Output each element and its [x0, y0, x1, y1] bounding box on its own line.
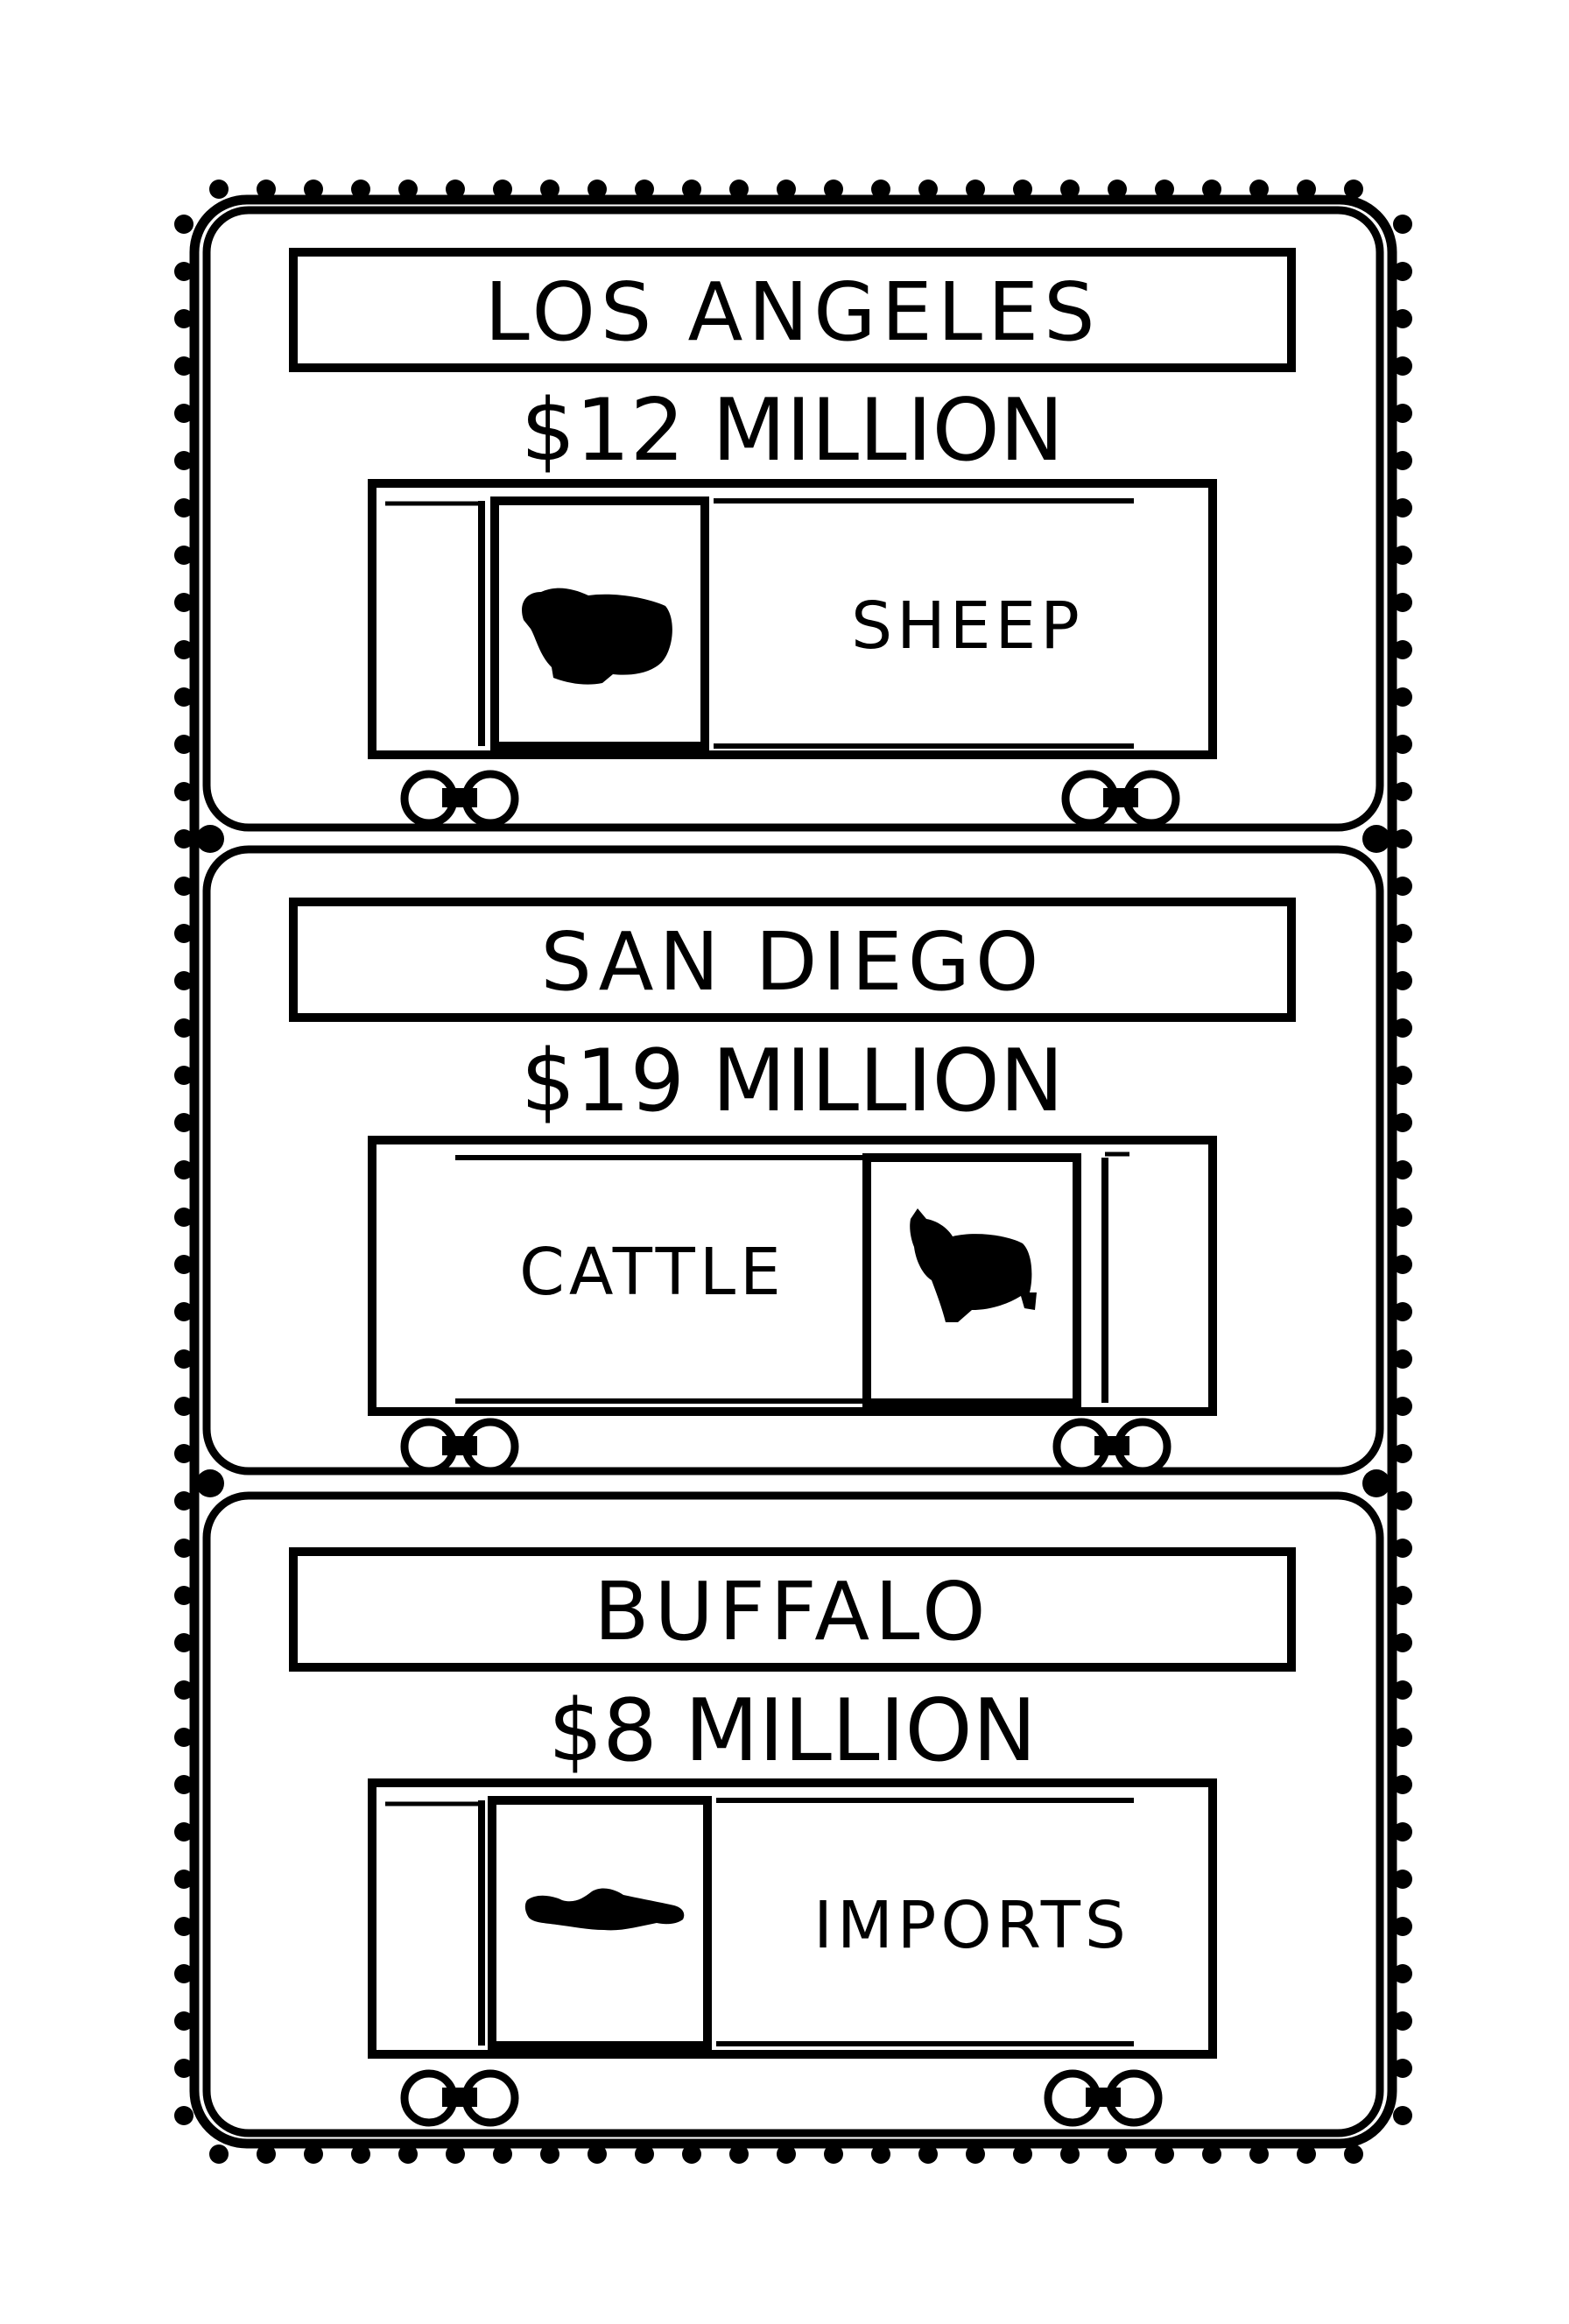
wheel-set	[400, 770, 519, 827]
stamp-outer-frame	[189, 194, 1397, 2149]
cargo-label: SHEEP	[851, 588, 1084, 664]
freight-car	[368, 1136, 1217, 1416]
city-label-box	[289, 248, 1296, 372]
stamp-panel-2: SAN DIEGO $19 MILLION CATTLE	[202, 845, 1384, 1475]
value-text: $8 MILLION	[548, 1681, 1037, 1781]
city-name: BUFFALO	[594, 1565, 990, 1658]
cargo-label: CATTLE	[519, 1235, 785, 1310]
wheel-set	[400, 2069, 519, 2127]
city-label-box	[289, 1547, 1296, 1672]
city-name: LOS ANGELES	[485, 265, 1101, 359]
freight-car	[368, 479, 1217, 759]
perforation-edge	[174, 180, 1412, 2164]
wheel-set	[400, 1418, 519, 1475]
city-name: SAN DIEGO	[541, 915, 1045, 1009]
panel-junction	[196, 825, 1390, 1497]
stamp-panel-3: BUFFALO $8 MILLION IMPORTS	[202, 1491, 1384, 2137]
cargo-label: IMPORTS	[813, 1888, 1130, 1963]
wheel-set	[1052, 1418, 1171, 1475]
wheel-set	[1044, 2069, 1163, 2127]
cow-icon	[910, 1208, 1037, 1322]
sheep-icon	[522, 588, 672, 685]
fish-icon	[524, 1888, 685, 1931]
value-text: $12 MILLION	[521, 381, 1064, 481]
wheel-set	[1061, 770, 1180, 827]
stamp-panel-1: LOS ANGELES $12 MILLION SHEEP	[202, 206, 1384, 832]
value-text: $19 MILLION	[521, 1032, 1064, 1131]
city-label-box	[289, 898, 1296, 1022]
freight-car	[368, 1778, 1217, 2059]
